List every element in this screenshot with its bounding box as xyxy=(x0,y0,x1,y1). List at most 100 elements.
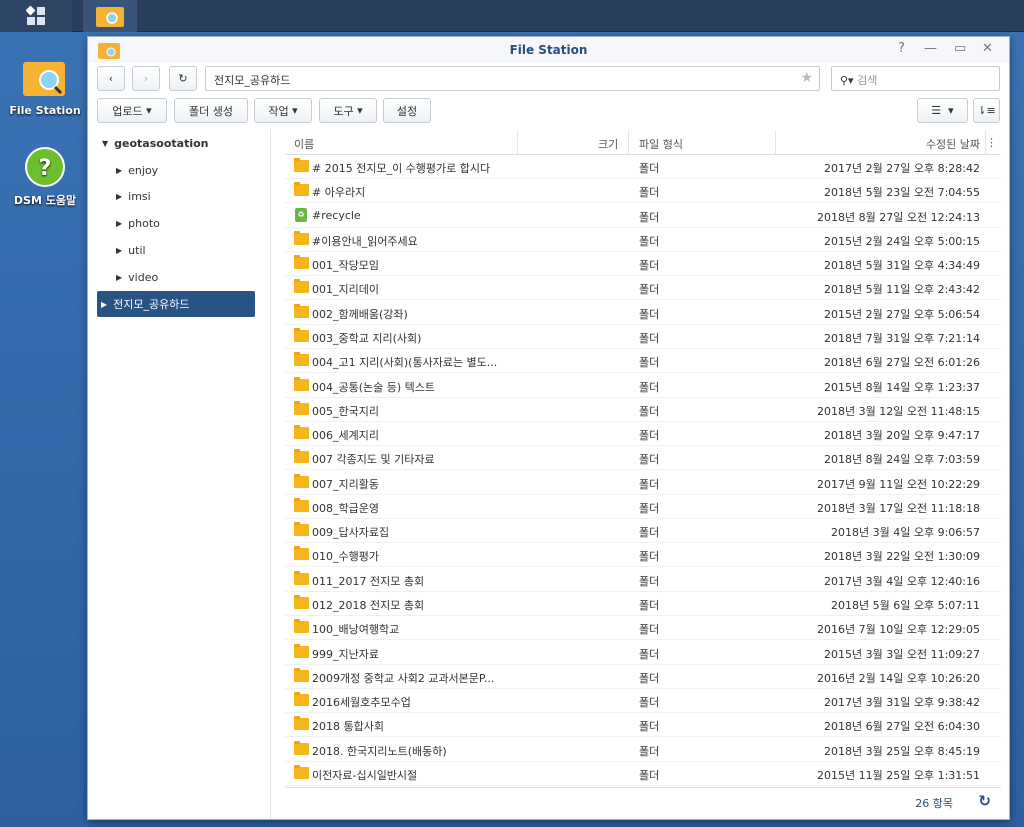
file-row[interactable]: 2016세월호추모수업 폴더 2017년 3월 31일 오후 9:38:42 xyxy=(285,689,1001,714)
settings-button[interactable]: 설정 xyxy=(383,98,431,123)
file-type: 폴더 xyxy=(639,526,660,540)
refresh-button[interactable]: ↻ xyxy=(169,66,197,91)
file-date: 2016년 7월 10일 오후 12:29:05 xyxy=(817,623,980,637)
sort-button[interactable]: ⇂≡ xyxy=(973,98,1000,123)
file-station-window: File Station ? — ▭ ✕ ‹ › ↻ 전지모_공유하드 ★ ⚲▾ … xyxy=(87,36,1010,820)
file-name: 009_답사자료집 xyxy=(312,526,390,540)
file-row[interactable]: 012_2018 전지모 총회 폴더 2018년 5월 6일 오후 5:07:11 xyxy=(285,592,1001,617)
folder-icon xyxy=(294,449,309,464)
file-row[interactable]: # 2015 전지모_이 수행평가로 합시다 폴더 2017년 2월 27일 오후 … xyxy=(285,155,1001,179)
main-menu-button[interactable] xyxy=(0,0,72,32)
close-icon[interactable]: ✕ xyxy=(982,41,993,56)
tree-item[interactable]: ▶ imsi xyxy=(116,184,286,210)
file-row[interactable]: 009_답사자료집 폴더 2018년 3월 4일 오후 9:06:57 xyxy=(285,519,1001,544)
file-station-icon xyxy=(98,43,120,59)
file-row[interactable]: 007 각종지도 및 기타자료 폴더 2018년 8월 24일 오후 7:03:59 xyxy=(285,446,1001,471)
column-type[interactable]: 파일 형식 xyxy=(639,138,683,151)
file-type: 폴더 xyxy=(639,186,660,200)
create-folder-button[interactable]: 폴더 생성 xyxy=(174,98,248,123)
file-name: 이전자료-십시일반시절 xyxy=(312,769,418,782)
file-date: 2018년 6월 27일 오전 6:01:26 xyxy=(824,356,980,370)
search-input[interactable]: ⚲▾ 검색 xyxy=(831,66,1000,91)
column-menu-icon[interactable]: ⋮ xyxy=(986,136,997,149)
file-station-icon xyxy=(23,62,65,96)
file-row[interactable]: 2018. 한국지리노트(배동하) 폴더 2018년 3월 25일 오후 8:45:… xyxy=(285,738,1001,762)
file-row[interactable]: 2009개정 중학교 사회2 교과서본문P... 폴더 2016년 2월 14일 오… xyxy=(285,665,1001,689)
taskbar-file-station[interactable] xyxy=(83,0,137,32)
view-mode-button[interactable]: ☰ ▾ xyxy=(917,98,968,123)
star-icon[interactable]: ★ xyxy=(800,70,813,86)
action-button[interactable]: 작업 ▾ xyxy=(254,98,312,123)
file-row[interactable]: 004_공통(논술 등) 텍스트 폴더 2015년 8월 14일 오후 1:23:3… xyxy=(285,374,1001,398)
back-button[interactable]: ‹ xyxy=(97,66,125,91)
file-name: 006_세계지리 xyxy=(312,429,379,443)
file-row[interactable]: ♻ #recycle 폴더 2018년 8월 27일 오전 12:24:13 xyxy=(285,204,1001,228)
file-row[interactable]: 005_한국지리 폴더 2018년 3월 12일 오전 11:48:15 xyxy=(285,398,1001,422)
file-row[interactable]: 001_작당모임 폴더 2018년 5월 31일 오후 4:34:49 xyxy=(285,252,1001,277)
file-name: 002_함께배움(강좌) xyxy=(312,307,408,321)
tree-item[interactable]: ▶ 전지모_공유하드 xyxy=(97,291,255,317)
file-date: 2017년 2월 27일 오후 8:28:42 xyxy=(824,162,980,175)
file-row[interactable]: 2018 통합사회 폴더 2018년 6월 27일 오전 6:04:30 xyxy=(285,713,1001,738)
file-row[interactable]: 010_수행평가 폴더 2018년 3월 22일 오전 1:30:09 xyxy=(285,543,1001,568)
folder-icon xyxy=(294,765,309,779)
tools-button[interactable]: 도구 ▾ xyxy=(319,98,377,123)
tree-item[interactable]: ▶ video xyxy=(116,264,286,290)
file-name: 2009개정 중학교 사회2 교과서본문P... xyxy=(312,671,495,685)
desktop-file-station[interactable]: File Station xyxy=(8,58,82,117)
folder-icon xyxy=(294,740,309,755)
upload-button[interactable]: 업로드 ▾ xyxy=(97,98,167,123)
caret-down-icon: ▼ xyxy=(102,138,109,148)
refresh-icon[interactable]: ↻ xyxy=(978,792,991,810)
file-type: 폴더 xyxy=(639,404,660,418)
title-bar[interactable]: File Station ? — ▭ ✕ xyxy=(88,37,1009,63)
file-row[interactable]: 008_학급운영 폴더 2018년 3월 17일 오전 11:18:18 xyxy=(285,495,1001,519)
caret-right-icon: ▶ xyxy=(116,165,123,175)
file-row[interactable]: #이용안내_읽어주세요 폴더 2015년 2월 24일 오후 5:00:15 xyxy=(285,228,1001,252)
file-row[interactable]: 011_2017 전지모 총회 폴더 2017년 3월 4일 오후 12:40:16 xyxy=(285,568,1001,592)
file-type: 폴더 xyxy=(639,477,660,491)
file-name: 011_2017 전지모 총회 xyxy=(312,574,425,588)
file-row[interactable]: 002_함께배움(강좌) 폴더 2015년 2월 27일 오후 5:06:54 xyxy=(285,301,1001,325)
file-date: 2018년 7월 31일 오후 7:21:14 xyxy=(824,331,980,345)
file-row[interactable]: 003_중학교 지리(사회) 폴더 2018년 7월 31일 오후 7:21:14 xyxy=(285,325,1001,349)
file-name: 007 각종지도 및 기타자료 xyxy=(312,453,435,467)
tree-item[interactable]: ▶ photo xyxy=(116,211,286,237)
folder-icon xyxy=(294,497,309,512)
file-row[interactable]: 100_배낭여행학교 폴더 2016년 7월 10일 오후 12:29:05 xyxy=(285,616,1001,641)
file-type: 폴더 xyxy=(639,647,660,661)
file-type: 폴더 xyxy=(639,453,660,467)
tree-root[interactable]: ▼ geotasootation xyxy=(102,130,272,156)
file-row[interactable]: 006_세계지리 폴더 2018년 3월 20일 오후 9:47:17 xyxy=(285,422,1001,447)
file-row[interactable]: 004_고1 지리(사회)(통사자료는 별도... 폴더 2018년 6월 27일 … xyxy=(285,349,1001,374)
path-input[interactable]: 전지모_공유하드 ★ xyxy=(205,66,820,91)
file-date: 2015년 2월 27일 오후 5:06:54 xyxy=(824,307,980,321)
desktop-help[interactable]: ? DSM 도움말 xyxy=(8,146,82,208)
file-date: 2016년 2월 14일 오후 10:26:20 xyxy=(817,671,980,685)
file-row[interactable]: 이전자료-십시일반시절 폴더 2015년 11월 25일 오후 1:31:51 xyxy=(285,762,1001,786)
tree-item-label: enjoy xyxy=(128,163,159,177)
status-bar: 26 항목 ↻ xyxy=(285,787,1001,817)
file-row[interactable]: 007_지리활동 폴더 2017년 9월 11일 오전 10:22:29 xyxy=(285,471,1001,495)
file-type: 폴더 xyxy=(639,283,660,297)
folder-tree: ▼ geotasootation ▶ enjoy ▶ imsi ▶ photo ▶ util ▶ v… xyxy=(88,130,271,819)
minimize-icon[interactable]: — xyxy=(924,41,937,56)
file-name: 004_고1 지리(사회)(통사자료는 별도... xyxy=(312,356,498,370)
file-row[interactable]: 001_지리데이 폴더 2018년 5월 11일 오후 2:43:42 xyxy=(285,276,1001,301)
maximize-icon[interactable]: ▭ xyxy=(954,41,967,56)
column-name[interactable]: 이름 xyxy=(294,138,315,151)
taskbar xyxy=(0,0,1024,32)
forward-button[interactable]: › xyxy=(132,66,160,91)
file-row[interactable]: # 아우라지 폴더 2018년 5월 23일 오전 7:04:55 xyxy=(285,179,1001,204)
column-size[interactable]: 크기 xyxy=(598,138,619,151)
tree-item[interactable]: ▶ util xyxy=(116,237,286,263)
file-name: 001_작당모임 xyxy=(312,259,379,273)
grid-icon xyxy=(26,6,45,25)
folder-icon xyxy=(294,619,309,634)
tree-item[interactable]: ▶ enjoy xyxy=(116,157,286,183)
column-modified[interactable]: 수정된 날짜 xyxy=(925,138,980,151)
file-row[interactable]: 999_지난자료 폴더 2015년 3월 3일 오전 11:09:27 xyxy=(285,641,1001,665)
folder-icon xyxy=(294,230,309,245)
tree-item-label: 전지모_공유하드 xyxy=(113,298,190,311)
help-icon[interactable]: ? xyxy=(898,41,905,56)
